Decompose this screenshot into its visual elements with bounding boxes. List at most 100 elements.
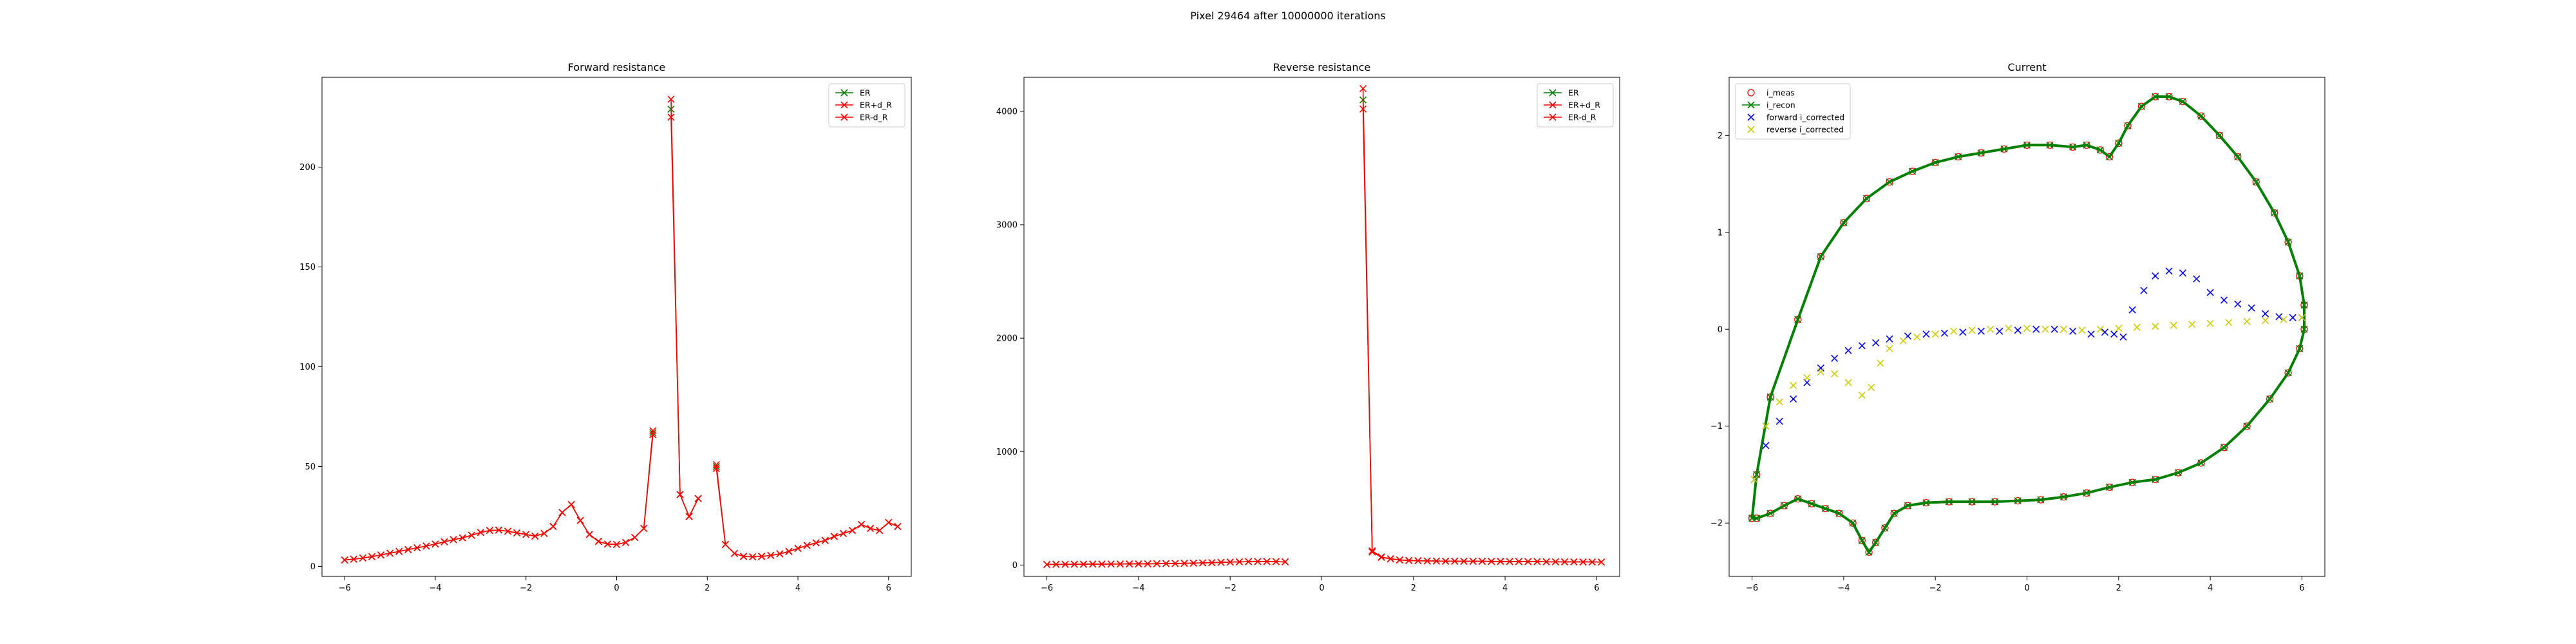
data-point (1442, 557, 1450, 565)
legend-marker (840, 113, 848, 121)
data-point (2243, 422, 2251, 430)
data-point (2096, 325, 2104, 333)
data-point (1862, 194, 1871, 202)
data-point (2271, 209, 2278, 217)
data-point (1858, 342, 1866, 350)
data-point (1899, 337, 1907, 345)
data-point (1922, 499, 1930, 507)
data-point (1254, 558, 1262, 565)
data-point (1955, 153, 1962, 160)
data-point (2087, 330, 2095, 338)
data-point (2266, 395, 2274, 403)
x-tick-label: 0 (614, 583, 619, 593)
data-point (1533, 558, 1541, 565)
y-tick-label: 0 (310, 562, 316, 572)
data-point (1226, 558, 1234, 566)
data-point (1524, 558, 1532, 565)
data-point (2083, 489, 2090, 497)
data-point (1940, 329, 1948, 337)
data-point (721, 540, 729, 548)
data-point (1762, 442, 1770, 450)
series-ER-d_R (1043, 105, 1605, 569)
y-tick-label: 1 (1718, 228, 1723, 238)
data-point (1865, 548, 1873, 556)
data-point (1931, 330, 1939, 338)
legend-label: ER (860, 88, 871, 98)
legend-label: ER+d_R (860, 100, 892, 110)
data-point (1561, 558, 1569, 566)
x-tick-label: 0 (1319, 583, 1324, 593)
y-tick-label: 150 (299, 263, 316, 272)
data-point (1762, 422, 1770, 430)
data-point (1794, 495, 1802, 503)
data-point (2041, 325, 2049, 333)
data-point (2152, 272, 2159, 280)
data-point (867, 525, 875, 533)
data-point (2124, 122, 2132, 129)
data-point (1144, 560, 1151, 568)
data-point (1886, 345, 1893, 352)
data-point (2234, 153, 2242, 160)
data-point (359, 554, 366, 562)
data-point (1396, 556, 1404, 564)
panel-3: Current −6 −4 −2 0 2 4 6 −2 −1 0 1 2 i_meas i_reconfor… (1710, 61, 2325, 593)
data-point (2296, 272, 2304, 280)
panels: Forward resistance−6 −4 −2 0 2 4 6050100150200… (299, 61, 2325, 593)
data-point (730, 549, 739, 557)
data-point (1126, 560, 1133, 568)
data-point (1272, 558, 1280, 565)
data-point (1488, 558, 1495, 565)
data-point (1070, 560, 1078, 568)
y-tick-label: −1 (1710, 422, 1723, 431)
data-point (2128, 306, 2136, 314)
data-point (404, 545, 412, 554)
data-point (2023, 141, 2031, 149)
data-point (1991, 498, 1999, 506)
axes-frame (1728, 77, 2325, 577)
data-point (1817, 368, 1824, 376)
series-ER-d_R (341, 113, 902, 564)
data-point (2220, 444, 2228, 451)
data-point (2037, 496, 2045, 504)
data-point (2140, 287, 2148, 294)
data-point (676, 491, 684, 498)
y-tick-label: 50 (305, 462, 316, 472)
x-tick-label: 4 (795, 583, 800, 593)
data-point (2115, 139, 2123, 147)
data-point (821, 536, 829, 544)
data-point (2197, 459, 2205, 467)
data-point (1405, 556, 1413, 565)
data-point (2225, 319, 2233, 327)
data-point (1780, 502, 1788, 509)
legend-label: ER (1568, 88, 1579, 98)
data-point (2179, 98, 2186, 106)
data-point (2110, 330, 2118, 338)
x-tick-label: 4 (2208, 583, 2213, 593)
data-point (1750, 475, 1758, 484)
data-point (876, 527, 884, 535)
data-point (1245, 558, 1253, 565)
data-point (803, 542, 811, 549)
legend-label: ER-d_R (860, 113, 888, 122)
data-point (2271, 209, 2278, 217)
data-point (2060, 325, 2067, 333)
data-point (2152, 323, 2159, 330)
data-point (1423, 557, 1431, 565)
y-tick-label: 2 (1718, 131, 1723, 141)
figure-suptitle: Pixel 29464 after 10000000 iterations (1190, 10, 1385, 22)
data-point (495, 526, 503, 534)
data-point (2300, 301, 2308, 309)
data-point (1790, 395, 1797, 403)
x-tick-label: −6 (1746, 583, 1758, 593)
legend-label: reverse i_corrected (1766, 125, 1844, 135)
data-point (1506, 558, 1513, 565)
data-point (1515, 558, 1523, 565)
x-tick-label: 4 (1502, 583, 1508, 593)
data-point (2152, 93, 2159, 100)
panel-title: Forward resistance (568, 61, 665, 73)
data-point (1968, 498, 1976, 506)
data-point (1881, 524, 1889, 532)
data-point (812, 539, 820, 547)
data-point (2243, 422, 2251, 430)
data-point (2220, 296, 2228, 304)
